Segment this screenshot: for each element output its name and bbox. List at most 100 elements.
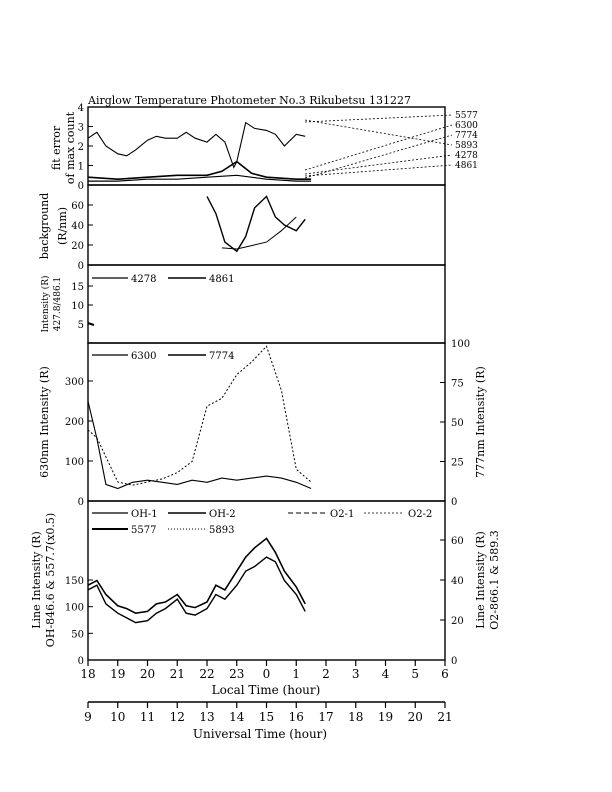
ut-tick-label: 14 — [229, 710, 245, 724]
y-tick-label: 20 — [451, 616, 464, 627]
y-tick-label: 2 — [78, 142, 84, 153]
wl-connector — [304, 164, 453, 177]
p2-y-ticks: 60 40 20 0 — [71, 201, 93, 272]
p5-legend-o22: O2-2 — [408, 509, 432, 520]
series-line-7774 — [88, 174, 312, 182]
ut-tick-label: 10 — [110, 710, 125, 724]
series-line-p1s0 — [206, 195, 306, 253]
wl-label: 5577 — [455, 111, 478, 121]
lt-tick-label: 6 — [441, 667, 449, 681]
series-line-6300 — [87, 401, 312, 490]
p4-ylabel-left: 630nm Intensity (R) — [38, 366, 51, 478]
lt-tick-label: 0 — [263, 667, 271, 681]
lt-tick-label: 18 — [80, 667, 95, 681]
wl-label: 4278 — [455, 151, 478, 161]
lt-tick-label: 19 — [110, 667, 125, 681]
y-tick-label: 50 — [71, 629, 84, 640]
lt-tick-label: 23 — [229, 667, 244, 681]
p1-ylabel-2: of max count — [64, 111, 77, 184]
series-line-7774 — [87, 345, 312, 486]
series-line-p1s1 — [221, 216, 297, 250]
ut-tick-label: 9 — [84, 710, 92, 724]
local-time-axis: 18 19 20 21 22 23 0 1 2 3 4 5 6 — [80, 660, 449, 681]
y-tick-label: 15 — [71, 282, 84, 293]
lt-tick-label: 20 — [140, 667, 155, 681]
y-tick-label: 0 — [78, 497, 84, 508]
lt-tick-label: 22 — [199, 667, 214, 681]
p5-legend-oh2: OH-2 — [209, 509, 236, 520]
ut-tick-label: 18 — [348, 710, 363, 724]
ut-tick-label: 12 — [170, 710, 185, 724]
series-line-OH-2 — [87, 537, 306, 615]
y-tick-label: 0 — [78, 181, 84, 192]
ut-tick-label: 19 — [378, 710, 393, 724]
y-tick-label: 50 — [451, 418, 464, 429]
y-tick-label: 100 — [65, 457, 84, 468]
series-line-5577 — [87, 121, 306, 169]
y-tick-label: 100 — [451, 339, 470, 350]
p2-ylabel-1: background — [38, 193, 51, 260]
p3-legend-4278: 4278 — [131, 274, 156, 285]
lt-tick-label: 3 — [352, 667, 360, 681]
y-tick-label: 40 — [71, 221, 84, 232]
wl-label: 5893 — [455, 141, 478, 151]
p5-y-ticks: 150 100 50 0 60 40 20 0 — [65, 536, 464, 667]
y-tick-label: 100 — [65, 603, 84, 614]
wl-label: 7774 — [455, 131, 478, 141]
y-tick-label: 150 — [65, 576, 84, 587]
p5-legend-oh1: OH-1 — [131, 509, 158, 520]
lt-tick-label: 5 — [411, 667, 419, 681]
y-tick-label: 4 — [78, 103, 84, 114]
y-tick-label: 40 — [451, 576, 464, 587]
p5-legend-5577: 5577 — [131, 525, 156, 536]
p4-legend-7774: 7774 — [209, 351, 234, 362]
y-tick-label: 0 — [78, 261, 84, 272]
p5-ylabel-left-2: OH-846.6 & 557.7(x0.5) — [44, 513, 57, 647]
y-tick-label: 20 — [71, 241, 84, 252]
ut-label: Universal Time (hour) — [193, 727, 327, 741]
panel-630-777-frame — [87, 342, 446, 502]
y-tick-label: 3 — [78, 123, 84, 134]
ut-tick-label: 20 — [408, 710, 423, 724]
wl-connector — [304, 154, 453, 175]
y-tick-label: 5 — [78, 320, 84, 331]
p3-ylabel-2: 427.8/486.1 — [53, 277, 63, 332]
series-line-6300 — [87, 160, 312, 181]
series-line-4861 — [87, 321, 95, 326]
p2-ylabel-2: (R/nm) — [56, 207, 69, 245]
chart-title: Airglow Temperature Photometer No.3 Riku… — [87, 94, 411, 107]
p5-ylabel-right-2: O2-866.1 & 589.3 — [488, 530, 501, 630]
p4-y-ticks: 300 200 100 0 100 75 50 25 0 — [65, 339, 470, 508]
ut-tick-label: 15 — [259, 710, 274, 724]
y-tick-label: 0 — [451, 656, 457, 667]
y-tick-label: 75 — [451, 379, 464, 390]
y-tick-label: 10 — [71, 301, 84, 312]
p4-legend-6300: 6300 — [131, 351, 156, 362]
p1-ylabel-1: fit error — [50, 125, 63, 170]
lt-tick-label: 21 — [170, 667, 185, 681]
y-tick-label: 0 — [78, 656, 84, 667]
wl-connector — [304, 114, 453, 123]
y-tick-label: 200 — [65, 417, 84, 428]
ut-tick-label: 13 — [199, 710, 214, 724]
ut-tick-label: 17 — [318, 710, 333, 724]
ut-tick-label: 16 — [289, 710, 304, 724]
p1-y-ticks: 4 3 2 1 0 — [78, 103, 93, 192]
wl-label: 4861 — [455, 161, 478, 171]
wl-connector — [304, 134, 453, 179]
wl-connector — [304, 119, 453, 146]
p5-ylabel-right-1: Line Intensity (R) — [474, 531, 487, 629]
p3-legend-4861: 4861 — [209, 274, 234, 285]
wl-label: 6300 — [455, 121, 478, 131]
y-tick-label: 60 — [451, 536, 464, 547]
series-line-OH-1 — [87, 556, 306, 624]
y-tick-label: 0 — [451, 497, 457, 508]
lt-tick-label: 4 — [382, 667, 390, 681]
wl-connector — [304, 124, 453, 171]
p5-ylabel-left-1: Line Intensity (R) — [30, 531, 43, 629]
ut-tick-label: 11 — [140, 710, 155, 724]
p5-legend-o21: O2-1 — [330, 509, 354, 520]
panel-fit-error-frame — [87, 106, 446, 186]
